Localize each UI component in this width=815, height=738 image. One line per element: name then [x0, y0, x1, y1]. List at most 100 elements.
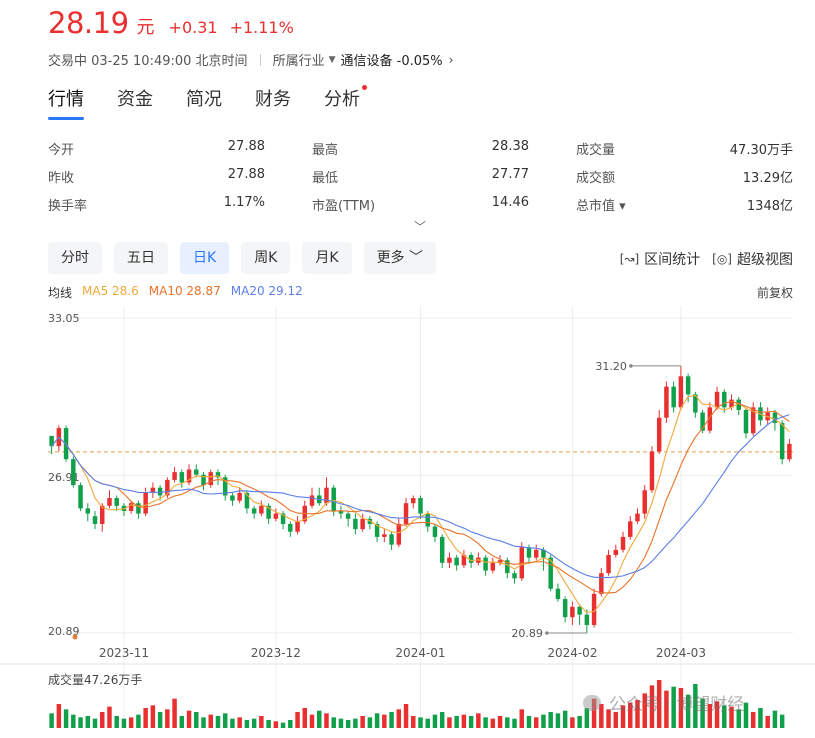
candle-body: [215, 472, 221, 478]
volume-bar: [331, 717, 336, 728]
candle-body: [71, 459, 76, 486]
candle-body: [685, 376, 691, 395]
volume-bar: [179, 716, 185, 728]
kline-chart[interactable]: 2023-11 2023-12 2024-01 2024-02 2024-03 33.05…: [0, 300, 815, 738]
volume-bar: [100, 712, 105, 728]
volume-bar: [389, 712, 394, 728]
volume-bar: [642, 693, 647, 728]
chevron-right-icon[interactable]: ›: [448, 52, 454, 67]
volume-bar: [273, 721, 279, 728]
period-5day[interactable]: 五日: [114, 242, 168, 274]
volume-bar: [722, 705, 727, 728]
volume-bar: [345, 720, 351, 728]
volume-bar: [620, 705, 626, 728]
candle-body: [266, 505, 271, 519]
wechat-icon: [583, 694, 601, 711]
volume-bar: [49, 713, 54, 728]
candle-body: [194, 469, 199, 475]
period-monthly-k[interactable]: 月K: [302, 242, 352, 274]
ma10-value: MA10 28.87: [148, 284, 221, 298]
super-view-button[interactable]: [◎] 超级视图: [712, 249, 793, 269]
candle-body: [779, 422, 785, 460]
candle-body: [186, 469, 192, 483]
high-marker-dot: [629, 364, 633, 368]
stats-row: 昨收 27.88 最低 27.77 成交额 13.29亿: [48, 162, 793, 190]
stat-label: 换手率: [48, 198, 88, 214]
candle-body: [157, 487, 163, 496]
stat-pe: 市盈(TTM) 14.46: [312, 195, 529, 214]
candle-body: [208, 472, 213, 486]
price-header: 28.19 元 +0.31 +1.11%: [48, 6, 306, 46]
candle-body: [201, 474, 206, 486]
tab-funds[interactable]: 资金: [117, 85, 153, 117]
candle-body: [100, 505, 105, 524]
volume-bar: [765, 716, 770, 728]
range-stats-icon: [↝]: [619, 252, 640, 266]
candle-body: [606, 555, 611, 574]
volume-bar: [288, 720, 293, 728]
volume-bar: [468, 716, 474, 728]
candle-body: [309, 495, 315, 506]
candle-body: [288, 523, 293, 532]
stat-label: 成交量: [576, 142, 616, 158]
volume-bar: [779, 714, 785, 728]
candle-body: [447, 557, 452, 563]
volume-bar: [736, 709, 741, 728]
tab-analysis[interactable]: 分析: [324, 85, 367, 117]
volume-bar: [338, 718, 344, 728]
stat-value: 27.88: [227, 166, 265, 182]
candle-body: [128, 503, 134, 511]
tab-profile[interactable]: 简况: [186, 85, 222, 117]
candle-body: [541, 549, 546, 558]
volume-bar: [707, 704, 713, 728]
period-intraday[interactable]: 分时: [48, 242, 102, 274]
period-daily-k[interactable]: 日K: [180, 242, 230, 274]
candle-body: [49, 435, 54, 447]
volume-bar: [497, 716, 503, 728]
current-price: 28.19: [48, 6, 129, 40]
volume-bar: [635, 700, 640, 728]
chevron-down-icon: ﹀: [409, 250, 424, 266]
volume-bar: [360, 716, 365, 728]
volume-bar: [671, 686, 676, 728]
volume-bar: [678, 688, 684, 728]
industry-link[interactable]: 通信设备 -0.05%: [341, 50, 443, 69]
candle-body: [78, 485, 83, 509]
period-more[interactable]: 更多 ﹀: [363, 242, 437, 274]
candle-body: [324, 487, 329, 504]
tab-quote[interactable]: 行情: [48, 85, 84, 120]
ma-label: 均线: [48, 286, 73, 300]
volume-bar: [599, 704, 604, 728]
volume-label: 成交量47.26万手: [48, 673, 143, 687]
price-change-pct: +1.11%: [229, 18, 294, 37]
candle-body: [533, 549, 539, 558]
candle-body: [172, 472, 177, 480]
candle-body: [497, 560, 503, 563]
period-weekly-k[interactable]: 周K: [241, 242, 291, 274]
adjust-mode[interactable]: 前复权: [756, 286, 793, 300]
stat-market-cap[interactable]: 总市值 ▾ 1348亿: [576, 195, 793, 214]
candle-body: [345, 513, 351, 519]
status-row: 交易中 03-25 10:49:00 北京时间 所属行业 ▼ 通信设备 -0.0…: [48, 50, 454, 70]
candle-body: [331, 487, 336, 511]
candle-body: [382, 534, 387, 537]
main-tabs: 行情 资金 简况 财务 分析: [48, 85, 393, 120]
stat-value: 27.88: [227, 138, 265, 154]
volume-bar: [396, 709, 402, 728]
volume-bar: [367, 717, 373, 728]
candle-body: [664, 386, 669, 418]
candle-body: [179, 472, 185, 483]
volume-bar: [208, 714, 213, 728]
volume-bar: [128, 717, 134, 728]
candle-body: [273, 513, 279, 519]
range-stats-button[interactable]: [↝] 区间统计: [620, 249, 700, 269]
stats-row: 今开 27.88 最高 28.38 成交量 47.30万手: [48, 134, 793, 162]
tab-finance[interactable]: 财务: [255, 85, 291, 117]
candle-body: [418, 498, 423, 514]
candle-body: [613, 549, 619, 556]
expand-chevron-icon[interactable]: ﹀: [414, 220, 427, 234]
volume-bar: [461, 714, 467, 728]
volume-bar: [505, 717, 510, 728]
stat-label: 今开: [48, 142, 75, 158]
candle-body: [295, 521, 300, 532]
